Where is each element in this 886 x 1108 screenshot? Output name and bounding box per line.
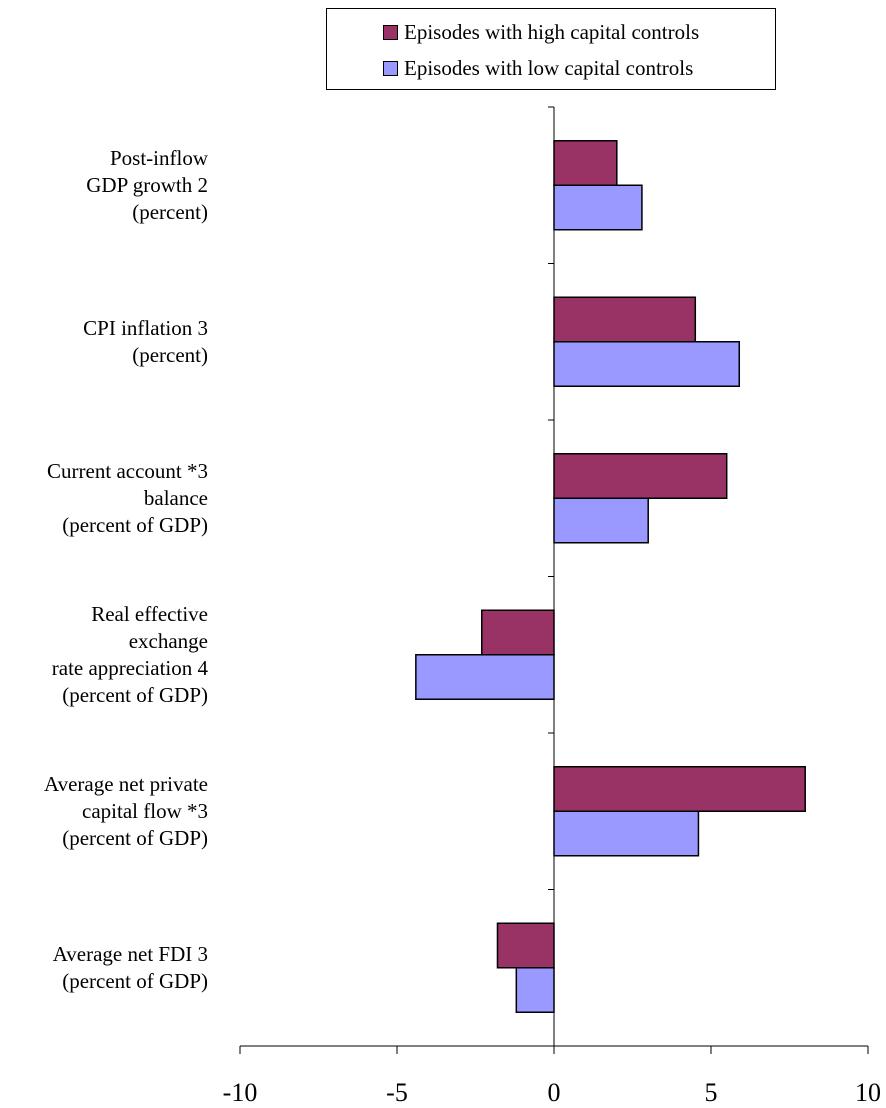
category-label-line: (percent) [132,199,208,224]
category-label-line: (percent) [132,342,208,367]
category-label: Current account *3 balance (percent of GDP… [47,458,208,539]
legend-swatch-high [383,24,398,40]
category-label-line: CPI inflation 3 [83,315,208,340]
x-tick-label: 10 [855,1078,881,1107]
bar-low-0 [553,184,643,231]
x-tick-label: -10 [222,1078,258,1107]
category-label-line: Post-inflow [109,145,208,170]
category-label: Real effective exchange rate appreciation … [52,601,208,709]
category-label: Average net private capital flow *3 (perce… [44,771,208,852]
category-label: CPI inflation 3 (percent) [83,315,208,369]
category-label: Average net FDI 3 (percent of GDP) [53,941,208,995]
category-label-line: Current account *3 [47,458,208,483]
x-tick-label: 0 [547,1078,561,1107]
bar-low-1 [553,341,741,387]
bar-low-5 [515,967,555,1013]
legend-item-high: Episodes with high capital controls [383,19,699,45]
category-label-line: rate appreciation 4 [51,655,208,680]
legend-label-low: Episodes with low capital controls [404,55,694,80]
bar-low-3 [415,654,555,700]
bar-high-4 [553,766,806,812]
bar-high-1 [553,296,697,343]
category-label-line: (percent of GDP) [62,512,208,537]
legend-label-high: Episodes with high capital controls [404,19,700,44]
category-label-line: capital flow *3 [82,798,208,823]
category-label-line: (percent of GDP) [62,682,208,707]
bar-high-0 [553,140,618,186]
category-label-line: balance [143,485,208,510]
category-label: Post-inflow GDP growth 2 (percent) [86,145,208,226]
bar-high-5 [496,922,555,969]
category-label-line: exchange [128,628,208,653]
legend-item-low: Episodes with low capital controls [383,55,693,81]
legend-swatch-low [383,60,398,76]
category-label-line: Real effective [91,601,208,626]
category-label-line: Average net FDI 3 [52,941,208,966]
category-label-line: GDP growth 2 [86,172,208,197]
x-tick-label: 5 [704,1078,718,1107]
chart-legend: Episodes with high capital controls Epis… [326,8,776,90]
bar-low-2 [553,497,649,544]
bar-high-2 [553,453,728,499]
bar-high-3 [481,609,555,656]
category-label-line: (percent of GDP) [62,968,208,993]
category-label-line: (percent of GDP) [62,825,208,850]
bar-low-4 [553,810,700,857]
x-tick-label: -5 [386,1078,408,1107]
category-label-line: Average net private [43,771,208,796]
